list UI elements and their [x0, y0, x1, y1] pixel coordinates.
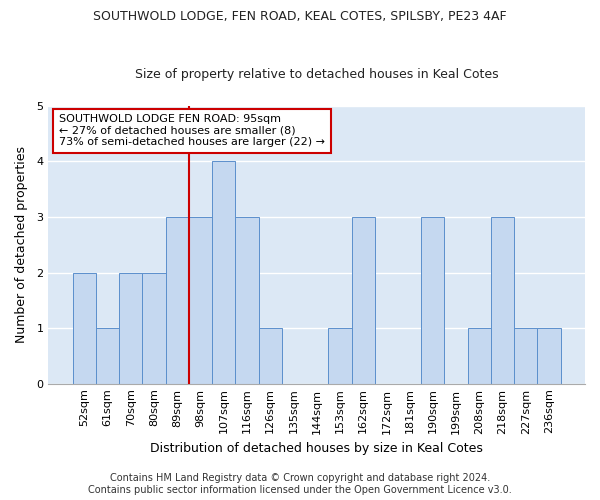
- X-axis label: Distribution of detached houses by size in Keal Cotes: Distribution of detached houses by size …: [150, 442, 483, 455]
- Text: Contains HM Land Registry data © Crown copyright and database right 2024.
Contai: Contains HM Land Registry data © Crown c…: [88, 474, 512, 495]
- Bar: [142, 272, 166, 384]
- Bar: [421, 217, 445, 384]
- Bar: [259, 328, 282, 384]
- Bar: [73, 272, 96, 384]
- Bar: [538, 328, 560, 384]
- Y-axis label: Number of detached properties: Number of detached properties: [15, 146, 28, 343]
- Bar: [352, 217, 375, 384]
- Bar: [491, 217, 514, 384]
- Text: SOUTHWOLD LODGE FEN ROAD: 95sqm
← 27% of detached houses are smaller (8)
73% of : SOUTHWOLD LODGE FEN ROAD: 95sqm ← 27% of…: [59, 114, 325, 148]
- Bar: [119, 272, 142, 384]
- Bar: [235, 217, 259, 384]
- Bar: [166, 217, 189, 384]
- Bar: [212, 162, 235, 384]
- Bar: [328, 328, 352, 384]
- Bar: [467, 328, 491, 384]
- Bar: [514, 328, 538, 384]
- Text: SOUTHWOLD LODGE, FEN ROAD, KEAL COTES, SPILSBY, PE23 4AF: SOUTHWOLD LODGE, FEN ROAD, KEAL COTES, S…: [93, 10, 507, 23]
- Bar: [189, 217, 212, 384]
- Bar: [96, 328, 119, 384]
- Title: Size of property relative to detached houses in Keal Cotes: Size of property relative to detached ho…: [135, 68, 499, 81]
